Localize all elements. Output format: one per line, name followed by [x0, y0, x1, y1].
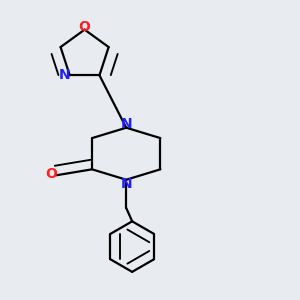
Text: O: O: [79, 20, 91, 34]
Text: O: O: [45, 167, 57, 182]
Text: N: N: [120, 177, 132, 191]
Text: N: N: [120, 116, 132, 130]
Text: N: N: [58, 68, 70, 82]
